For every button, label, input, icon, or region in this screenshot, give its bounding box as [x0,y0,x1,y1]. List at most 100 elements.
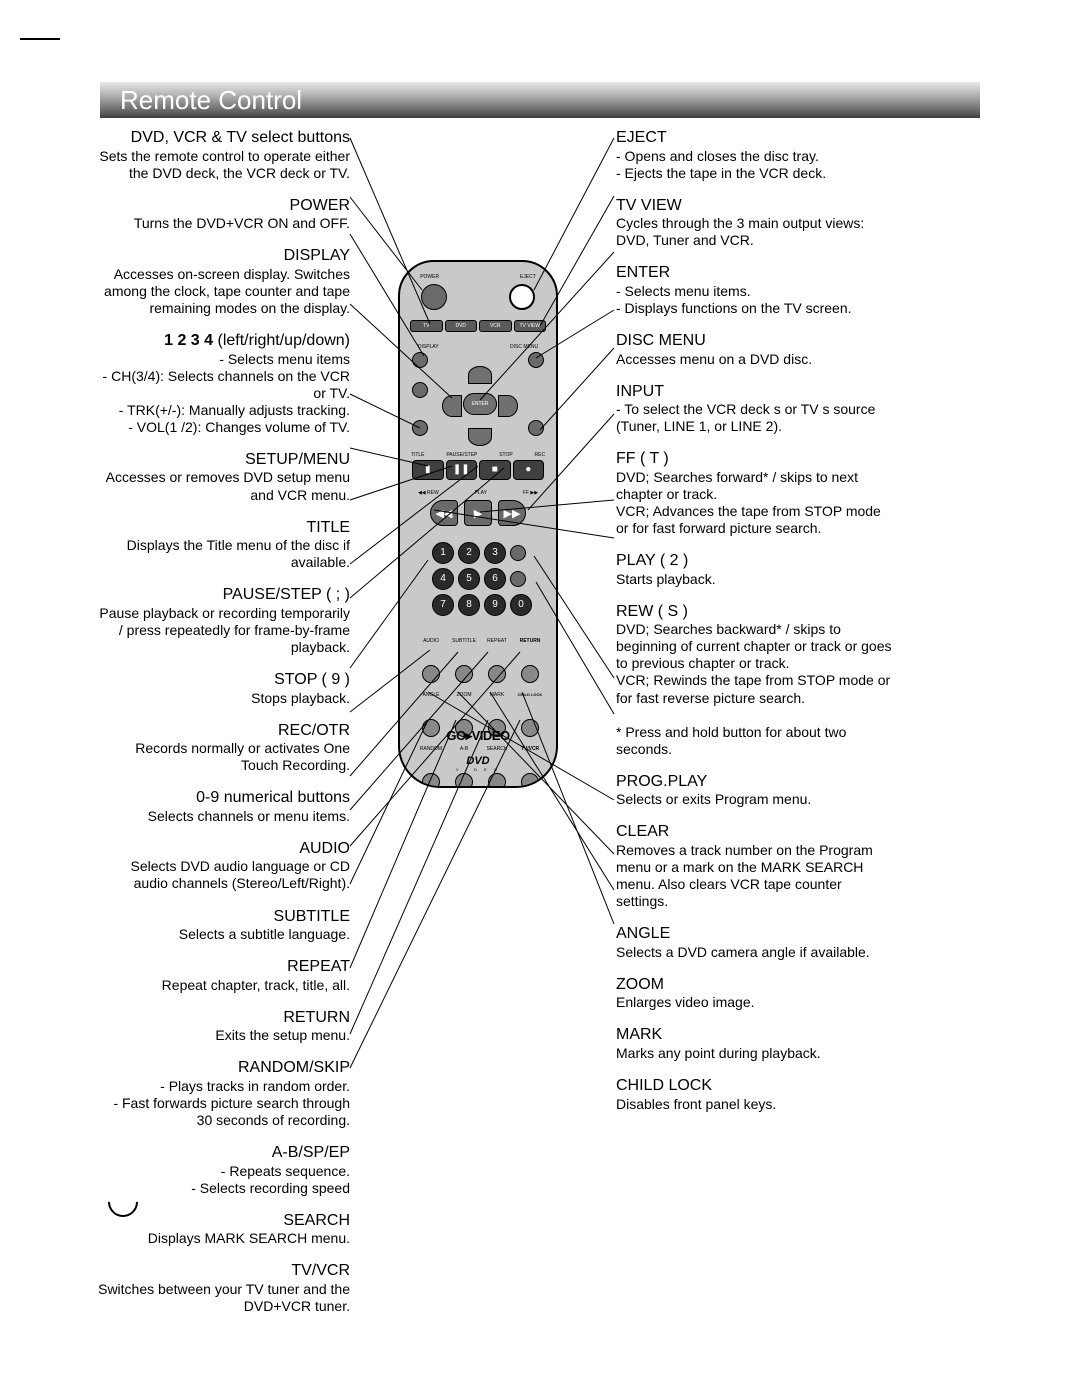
lbl-repeat: REPEAT [482,638,512,662]
callout-desc: Selects channels or menu items. [98,808,350,825]
clear-button[interactable] [510,571,526,587]
repeat-button[interactable] [488,665,506,683]
callout-desc: Repeat chapter, track, title, all. [98,977,350,994]
vol-down-button[interactable] [442,395,462,417]
callout-title: TV VIEW [616,196,896,216]
num-1[interactable]: 1 [432,542,454,564]
callout-desc: Selects a subtitle language. [98,926,350,943]
lbl-stop: STOP [499,452,513,458]
rew-button[interactable]: ◀◀ [430,500,458,526]
num-9[interactable]: 9 [484,594,506,616]
right-callouts: EJECT- Opens and closes the disc tray.- … [616,128,896,1127]
lbl-angle: ANGLE [416,692,446,716]
callout-desc: Switches between your TV tuner and the D… [98,1281,350,1315]
callout-title: RANDOM/SKIP [98,1058,350,1078]
num-2[interactable]: 2 [458,542,480,564]
num-4[interactable]: 4 [432,568,454,590]
audio-button[interactable] [422,665,440,683]
callout: DISPLAYAccesses on-screen display. Switc… [98,246,350,317]
subtitle-button[interactable] [455,665,473,683]
callout: REW ( S )DVD; Searches backward* / skips… [616,602,896,758]
num-3[interactable]: 3 [484,542,506,564]
page-title: Remote Control [120,85,302,116]
callout: INPUT- To select the VCR deck s or TV s … [616,382,896,436]
callout: 0-9 numerical buttonsSelects channels or… [98,788,350,825]
mode-tvview[interactable]: TV VIEW [514,320,547,332]
callout-title: CHILD LOCK [616,1076,896,1096]
display-button[interactable] [412,352,428,368]
callout: FF ( T )DVD; Searches forward* / skips t… [616,449,896,537]
callout-desc: Enlarges video image. [616,994,896,1011]
clkctr-button[interactable] [412,382,428,398]
callout-title: TITLE [98,518,350,538]
callout-title: PAUSE/STEP ( ; ) [98,585,350,605]
callout-title: PLAY ( 2 ) [616,551,896,571]
eject-button[interactable] [509,284,535,310]
vol-up-button[interactable] [498,395,518,417]
discmenu-label: DISC MENU [510,344,538,350]
ab-button[interactable] [455,773,473,788]
callout: RETURNExits the setup menu. [98,1008,350,1045]
callout-title: EJECT [616,128,896,148]
power-label: POWER [420,274,439,280]
lbl-mark: MARK [482,692,512,716]
remote-illustration: POWER EJECT TV DVD VCR TV VIEW DISPLAY D… [398,260,560,788]
return-button[interactable] [521,665,539,683]
mode-vcr[interactable]: VCR [479,320,512,332]
transport-row: ▮ ❚❚ ■ ● [412,460,544,480]
num-8[interactable]: 8 [458,594,480,616]
num-0[interactable]: 0 [510,594,532,616]
callout-title: A-B/SP/EP [98,1143,350,1163]
callout-title: AUDIO [98,839,350,859]
lbl-pause: PAUSE/STEP [446,452,477,458]
callout-title: DISPLAY [98,246,350,266]
setupmenu-button[interactable] [412,420,428,436]
callout: ANGLESelects a DVD camera angle if avail… [616,924,896,961]
power-button[interactable] [421,284,447,310]
callout: A-B/SP/EP- Repeats sequence.- Selects re… [98,1143,350,1197]
callout-title: POWER [98,196,350,216]
callout-title: PROG.PLAY [616,772,896,792]
callout: CHILD LOCKDisables front panel keys. [616,1076,896,1113]
mode-tv[interactable]: TV [410,320,443,332]
callout: ENTER- Selects menu items.- Displays fun… [616,263,896,317]
callout: TITLEDisplays the Title menu of the disc… [98,518,350,572]
left-callouts: DVD, VCR & TV select buttonsSets the rem… [98,128,350,1329]
input-button[interactable] [528,420,544,436]
search-button[interactable] [488,773,506,788]
callout-desc: Removes a track number on the Program me… [616,842,896,910]
callout-title: SETUP/MENU [98,450,350,470]
callout: PLAY ( 2 )Starts playback. [616,551,896,588]
num-5[interactable]: 5 [458,568,480,590]
callout-title: SEARCH [98,1211,350,1231]
random-button[interactable] [422,773,440,788]
callout-title: ENTER [616,263,896,283]
tvvcr-button[interactable] [521,773,539,788]
callout: REPEATRepeat chapter, track, title, all. [98,957,350,994]
title-button[interactable]: ▮ [412,460,444,480]
callout-desc: - Selects menu items.- Displays function… [616,283,896,317]
callout: STOP ( 9 )Stops playback. [98,670,350,707]
callout-title: SUBTITLE [98,907,350,927]
lbl-subtitle: SUBTITLE [449,638,479,662]
eject-label: EJECT [520,274,536,280]
rec-button[interactable]: ● [513,460,545,480]
callout-title: CLEAR [616,822,896,842]
callout: SUBTITLESelects a subtitle language. [98,907,350,944]
callout: SEARCHDisplays MARK SEARCH menu. [98,1211,350,1248]
callout-desc: Stops playback. [98,690,350,707]
callout: PROG.PLAYSelects or exits Program menu. [616,772,896,809]
callout-desc: Disables front panel keys. [616,1096,896,1113]
progplay-button[interactable] [510,545,526,561]
callout-title: 1 2 3 4 (left/right/up/down) [98,331,350,351]
discmenu-button[interactable] [528,352,544,368]
num-6[interactable]: 6 [484,568,506,590]
pause-button[interactable]: ❚❚ [446,460,478,480]
play-button[interactable]: ▶ [464,500,492,526]
num-7[interactable]: 7 [432,594,454,616]
mode-dvd[interactable]: DVD [445,320,478,332]
ff-button[interactable]: ▶▶ [498,500,526,526]
callout: TV/VCRSwitches between your TV tuner and… [98,1261,350,1315]
stop-button[interactable]: ■ [479,460,511,480]
callout-title: DISC MENU [616,331,896,351]
